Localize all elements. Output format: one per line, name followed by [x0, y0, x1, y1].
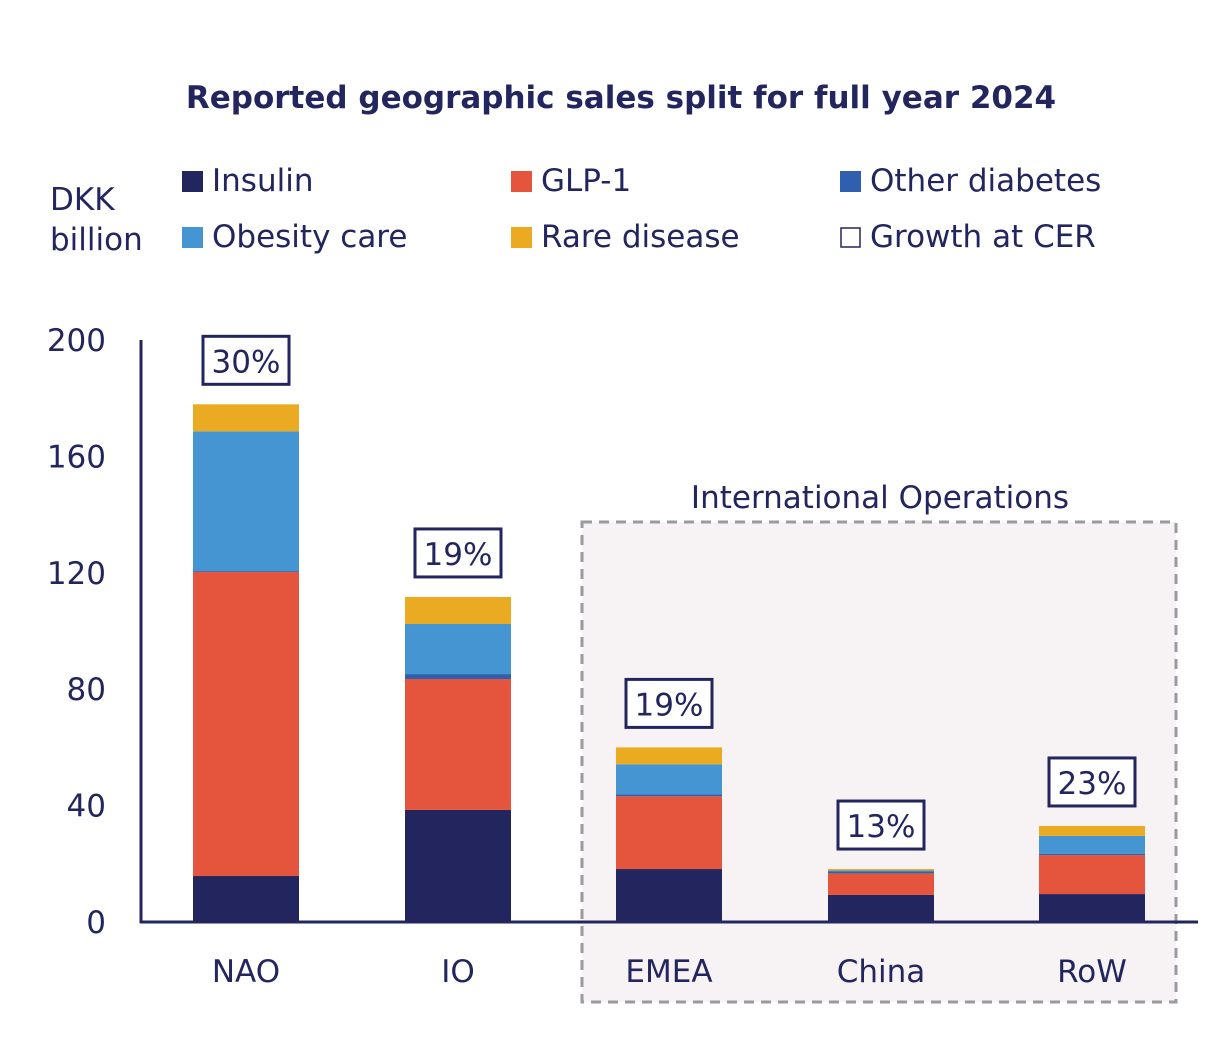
- y-tick-label: 0: [86, 905, 106, 941]
- y-tick-label: 40: [67, 789, 106, 825]
- growth-label-box: [413, 527, 503, 579]
- legend-swatch: [182, 227, 203, 248]
- bar-segment-glp-1: [828, 873, 934, 895]
- x-tick-label: IO: [441, 954, 475, 990]
- y-tick-label: 80: [67, 672, 106, 708]
- bar-segment-obesity-care: [1039, 835, 1145, 854]
- bar-segment-obesity-care: [193, 431, 299, 572]
- x-tick-label: EMEA: [625, 954, 712, 990]
- y-axis-label-line1: DKK: [50, 182, 115, 218]
- bar-segment-other-diabetes: [616, 794, 722, 797]
- y-axis-label-line2: billion: [50, 222, 143, 258]
- bar-segment-glp-1: [405, 679, 511, 810]
- x-tick-label: RoW: [1057, 954, 1127, 990]
- legend-swatch: [182, 171, 203, 192]
- growth-label-box: [1047, 756, 1137, 808]
- bar-segment-other-diabetes: [828, 871, 934, 874]
- growth-label: 19%: [424, 537, 493, 573]
- legend-label: GLP-1: [541, 163, 631, 199]
- legend-swatch: [511, 171, 532, 192]
- bar-segment-obesity-care: [828, 870, 934, 872]
- bar-segment-insulin: [193, 876, 299, 922]
- y-tick-label: 160: [47, 439, 106, 475]
- group-annotation: International Operations: [691, 480, 1069, 516]
- bar-segment-rare-disease: [828, 869, 934, 871]
- growth-label: 19%: [635, 687, 704, 723]
- x-tick-label: China: [837, 954, 926, 990]
- legend-label: Other diabetes: [870, 163, 1101, 199]
- bar-segment-obesity-care: [405, 624, 511, 675]
- legend-label: Rare disease: [541, 219, 740, 255]
- x-tick-label: NAO: [212, 954, 280, 990]
- legend-swatch: [840, 171, 861, 192]
- legend-label: Growth at CER: [870, 219, 1096, 255]
- bar-segment-glp-1: [1039, 855, 1145, 895]
- legend-swatch-growth: [840, 227, 861, 248]
- bar-segment-insulin: [405, 809, 511, 922]
- growth-label: 30%: [212, 344, 281, 380]
- chart-title: Reported geographic sales split for full…: [186, 80, 1056, 116]
- bar-segment-insulin: [828, 894, 934, 922]
- y-tick-label: 200: [47, 323, 106, 359]
- bar-segment-rare-disease: [193, 404, 299, 432]
- legend-label: Obesity care: [212, 219, 407, 255]
- bar-segment-insulin: [1039, 894, 1145, 922]
- growth-label-box: [624, 677, 714, 729]
- bar-segment-glp-1: [193, 571, 299, 877]
- bar-segment-insulin: [616, 869, 722, 922]
- bar-segment-rare-disease: [1039, 825, 1145, 836]
- growth-label-box: [836, 799, 926, 851]
- bar-segment-rare-disease: [616, 747, 722, 765]
- bar-segment-glp-1: [616, 796, 722, 870]
- y-tick-label: 120: [47, 556, 106, 592]
- growth-label: 13%: [847, 809, 916, 845]
- bar-segment-other-diabetes: [193, 571, 299, 572]
- bar-segment-other-diabetes: [405, 674, 511, 680]
- growth-label-box: [201, 334, 291, 386]
- bar-segment-obesity-care: [616, 764, 722, 795]
- growth-label: 23%: [1058, 766, 1127, 802]
- legend-label: Insulin: [212, 163, 313, 199]
- bar-segment-other-diabetes: [1039, 853, 1145, 856]
- bar-segment-rare-disease: [405, 596, 511, 625]
- legend-swatch: [511, 227, 532, 248]
